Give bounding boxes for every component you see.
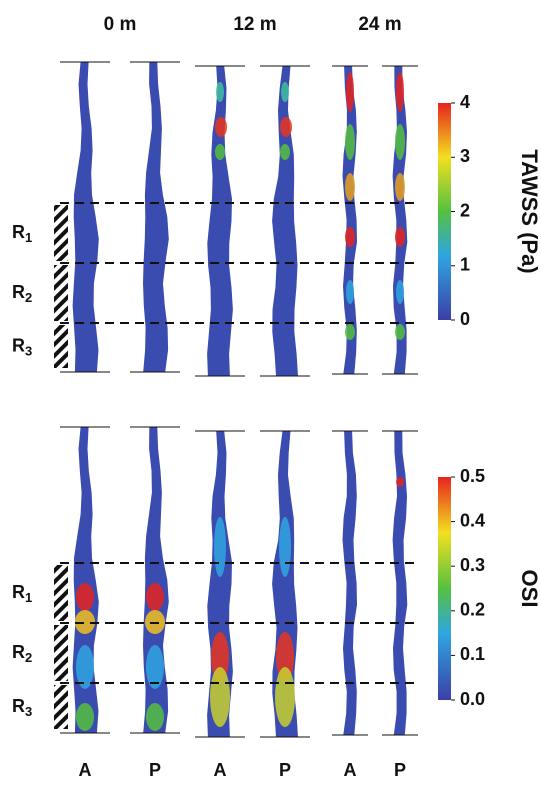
column-label: 12 m	[233, 14, 276, 35]
region-label: R3	[12, 335, 32, 359]
region-subscript: 1	[25, 590, 32, 605]
view-label: P	[394, 760, 406, 780]
vessel	[272, 66, 298, 376]
region-label: R1	[12, 222, 32, 246]
hotspot	[395, 324, 405, 340]
view-label: A	[344, 760, 357, 780]
hotspot	[76, 645, 94, 689]
view-label: A	[214, 760, 227, 780]
hotspot	[395, 227, 405, 247]
colorbar-title: TAWSS (Pa)	[517, 149, 541, 273]
region-subscript: 3	[25, 344, 32, 359]
hotspot	[76, 703, 94, 731]
region-subscript: 2	[25, 290, 32, 305]
region-letter: R	[12, 222, 25, 242]
hotspot	[146, 703, 164, 731]
colorbar-tick-label: 1	[460, 255, 470, 275]
hotspot	[215, 117, 227, 137]
colorbar	[438, 103, 451, 320]
colorbar-tick-label: 0	[460, 309, 470, 329]
view-label: P	[149, 760, 161, 780]
hotspot	[146, 645, 164, 689]
vessel	[392, 431, 408, 735]
region-hatch	[54, 685, 68, 729]
hotspot	[279, 517, 291, 577]
vessel	[342, 431, 357, 735]
hotspot	[396, 72, 404, 112]
colorbar-title: OSI	[517, 570, 541, 608]
hotspot	[345, 227, 355, 247]
region-label: R2	[12, 642, 32, 666]
column-label: 0 m	[104, 14, 137, 35]
colorbar-tick-label: 4	[460, 92, 470, 112]
colorbar-tick-label: 0.1	[460, 644, 485, 664]
vessel	[207, 66, 233, 376]
hotspot	[280, 117, 292, 137]
region-label: R1	[12, 582, 32, 606]
colorbar-tick-label: 0.3	[460, 555, 485, 575]
hotspot	[276, 632, 294, 682]
hotspot	[214, 517, 226, 577]
colorbar-tick-label: 2	[460, 200, 470, 220]
view-label: A	[79, 760, 92, 780]
hotspot	[395, 124, 405, 160]
region-hatch	[54, 625, 68, 681]
region-letter: R	[12, 282, 25, 302]
column-label: 24 m	[358, 14, 401, 35]
region-letter: R	[12, 642, 25, 662]
colorbar	[438, 477, 451, 700]
hotspot	[345, 324, 355, 340]
hotspot	[215, 144, 225, 160]
vessel	[143, 62, 169, 372]
region-letter: R	[12, 696, 25, 716]
hotspot	[346, 72, 354, 112]
region-label: R2	[12, 282, 32, 306]
region-label: R3	[12, 696, 32, 720]
hotspot	[396, 477, 404, 487]
region-subscript: 2	[25, 650, 32, 665]
hotspot	[346, 280, 354, 304]
hotspot	[275, 667, 295, 727]
hotspot	[216, 82, 224, 102]
colorbar-tick-label: 0.5	[460, 466, 485, 486]
region-hatch	[54, 325, 68, 368]
region-subscript: 1	[25, 230, 32, 245]
hotspot	[211, 632, 229, 682]
colorbar-tick-label: 0.2	[460, 600, 485, 620]
hotspot	[210, 667, 230, 727]
region-letter: R	[12, 335, 25, 355]
hotspot	[395, 173, 405, 201]
vessel	[72, 62, 99, 372]
region-letter: R	[12, 582, 25, 602]
colorbar-tick-label: 3	[460, 146, 470, 166]
hotspot	[281, 82, 289, 102]
hotspot	[75, 610, 95, 634]
region-hatch	[54, 205, 68, 261]
view-label: P	[279, 760, 291, 780]
colorbar-tick-label: 0.0	[460, 689, 485, 709]
colorbar-tick-label: 0.4	[460, 510, 485, 530]
hotspot	[345, 124, 355, 160]
hotspot	[345, 173, 355, 201]
region-hatch	[54, 565, 68, 621]
region-subscript: 3	[25, 704, 32, 719]
hotspot	[396, 280, 404, 304]
hotspot	[146, 583, 164, 611]
hotspot	[76, 583, 94, 611]
region-hatch	[54, 265, 68, 321]
hotspot	[280, 144, 290, 160]
